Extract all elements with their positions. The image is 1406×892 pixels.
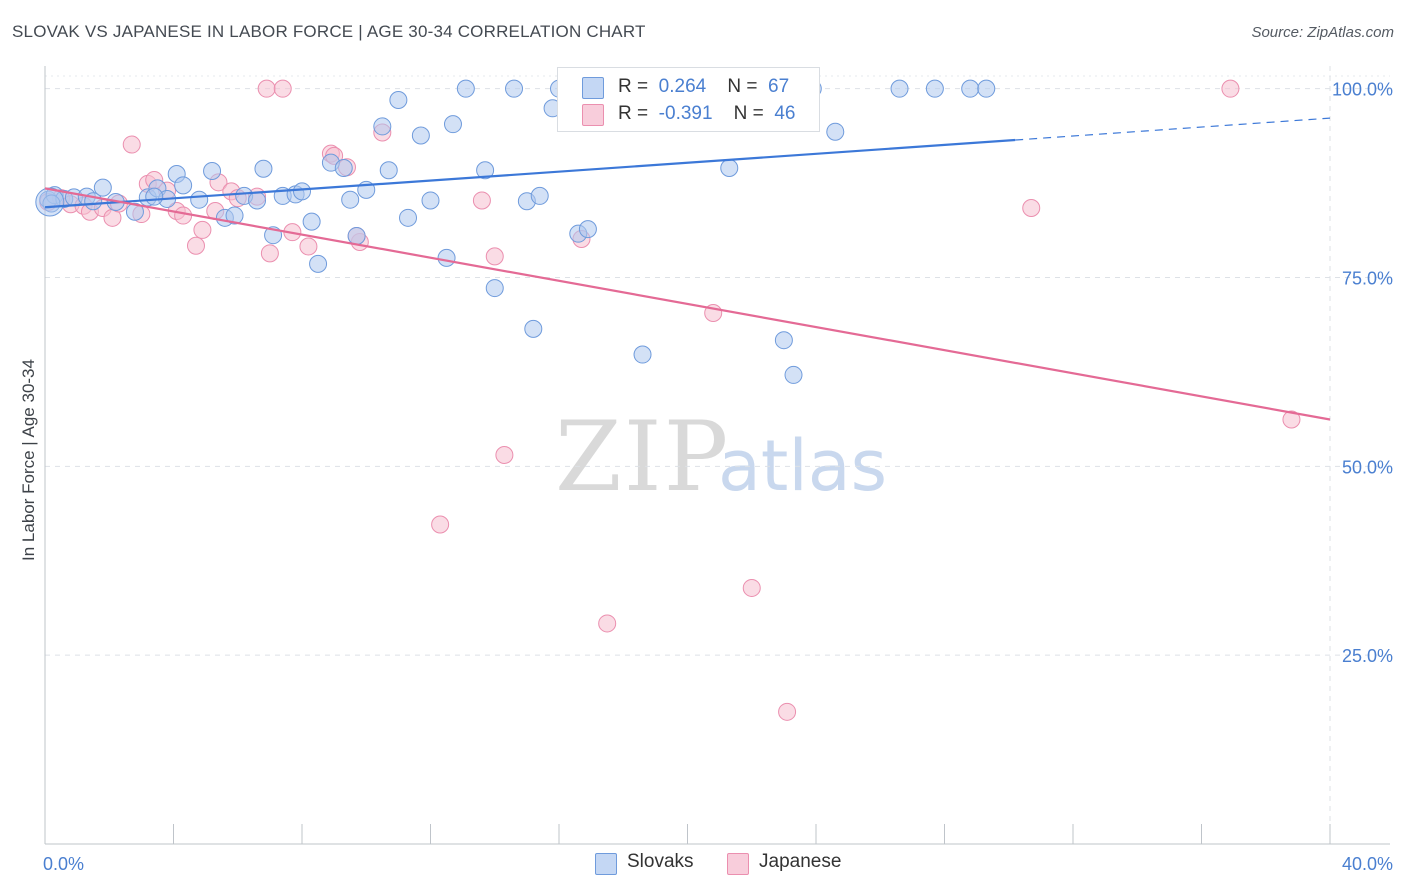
slovak-point bbox=[190, 190, 209, 209]
watermark-zip: ZIP bbox=[555, 401, 730, 513]
slovak-point bbox=[530, 186, 549, 205]
slovaks-n-value: 67 bbox=[768, 76, 790, 97]
japanese-point bbox=[472, 191, 491, 210]
japanese-point bbox=[193, 220, 212, 239]
y-tick-label: 100.0% bbox=[1332, 80, 1393, 100]
japanese-point bbox=[742, 578, 761, 597]
slovaks-trend-extension bbox=[1015, 117, 1331, 141]
slovak-point bbox=[125, 202, 144, 221]
slovak-point bbox=[977, 79, 996, 98]
y-tick-label: 75.0% bbox=[1342, 268, 1393, 288]
slovaks-r-label: R = bbox=[618, 76, 649, 97]
japanese-point bbox=[1221, 79, 1240, 98]
japanese-point bbox=[122, 135, 141, 154]
japanese-point bbox=[598, 614, 617, 633]
slovak-point bbox=[720, 158, 739, 177]
slovak-point bbox=[925, 79, 944, 98]
legend-slovaks-label: Slovaks bbox=[627, 851, 694, 872]
japanese-point bbox=[174, 206, 193, 225]
slovak-point bbox=[347, 226, 366, 245]
japanese-point bbox=[186, 236, 205, 255]
japanese-trend-line bbox=[44, 187, 1331, 421]
japanese-point bbox=[778, 702, 797, 721]
slovak-point bbox=[443, 115, 462, 134]
slovak-point bbox=[373, 117, 392, 136]
japanese-n-label: N = bbox=[733, 103, 764, 124]
slovaks-trend-line bbox=[44, 138, 1016, 209]
watermark-atlas: atlas bbox=[718, 425, 887, 507]
legend-japanese-swatch bbox=[727, 853, 749, 875]
y-axis-label: In Labor Force | Age 30-34 bbox=[19, 359, 38, 561]
japanese-point bbox=[273, 79, 292, 98]
slovak-point bbox=[421, 191, 440, 210]
slovak-point bbox=[524, 319, 543, 338]
japanese-point bbox=[431, 515, 450, 534]
y-tick-label: 50.0% bbox=[1342, 457, 1393, 477]
slovak-point bbox=[389, 90, 408, 109]
trend-lines bbox=[44, 117, 1331, 421]
slovak-point bbox=[145, 187, 164, 206]
correlation-legend: R = 0.264 N = 67 R = -0.391 N = 46 bbox=[557, 67, 820, 132]
slovak-point bbox=[248, 191, 267, 210]
slovak-point bbox=[203, 161, 222, 180]
japanese-point bbox=[299, 237, 318, 256]
slovak-point bbox=[225, 206, 244, 225]
slovak-point bbox=[774, 331, 793, 350]
x-tick-label: 0.0% bbox=[43, 854, 84, 874]
slovak-point bbox=[35, 187, 65, 217]
japanese-point bbox=[485, 247, 504, 266]
japanese-r-label: R = bbox=[618, 103, 649, 124]
slovak-point bbox=[379, 161, 398, 180]
slovak-point bbox=[341, 190, 360, 209]
japanese-r-value: -0.391 bbox=[658, 103, 713, 124]
japanese-point bbox=[495, 446, 514, 464]
slovak-point bbox=[411, 126, 430, 145]
slovak-point bbox=[254, 159, 273, 178]
slovak-point bbox=[309, 254, 328, 273]
slovak-point bbox=[961, 79, 980, 98]
slovaks-swatch bbox=[582, 77, 604, 99]
watermark: ZIP atlas bbox=[555, 401, 887, 513]
slovak-point bbox=[456, 79, 475, 98]
japanese-point bbox=[260, 244, 279, 263]
slovak-point bbox=[505, 79, 524, 98]
source-label: Source: ZipAtlas.com bbox=[1251, 24, 1394, 41]
slovak-point bbox=[485, 279, 504, 298]
chart-title: SLOVAK VS JAPANESE IN LABOR FORCE | AGE … bbox=[12, 22, 646, 41]
slovak-point bbox=[826, 122, 845, 141]
slovak-point bbox=[399, 208, 418, 227]
slovak-point bbox=[293, 182, 311, 201]
slovak-point bbox=[890, 79, 909, 98]
legend-slovaks-swatch bbox=[595, 853, 617, 875]
japanese-point bbox=[1022, 199, 1041, 218]
slovak-point bbox=[784, 365, 803, 384]
slovak-point bbox=[437, 248, 456, 267]
japanese-swatch bbox=[582, 104, 604, 126]
legend-japanese-label: Japanese bbox=[759, 851, 842, 872]
japanese-point bbox=[257, 79, 276, 98]
x-tick-label: 40.0% bbox=[1342, 854, 1393, 874]
japanese-point bbox=[1282, 410, 1301, 429]
slovak-points bbox=[35, 79, 996, 384]
slovak-point bbox=[633, 345, 652, 364]
slovak-point bbox=[476, 161, 495, 180]
slovaks-n-label: N = bbox=[727, 76, 758, 97]
japanese-n-value: 46 bbox=[774, 103, 796, 124]
slovak-point bbox=[302, 212, 321, 231]
slovak-point bbox=[578, 220, 597, 239]
slovak-point bbox=[93, 178, 112, 197]
tick-labels: 25.0% 50.0% 75.0% 100.0% 0.0% 40.0% bbox=[43, 80, 1393, 874]
slovaks-r-value: 0.264 bbox=[658, 76, 707, 97]
slovak-point bbox=[174, 176, 193, 195]
slovak-point bbox=[334, 158, 353, 177]
y-tick-label: 25.0% bbox=[1342, 646, 1393, 666]
y-axis-label-wrap: In Labor Force | Age 30-34 bbox=[14, 300, 44, 620]
